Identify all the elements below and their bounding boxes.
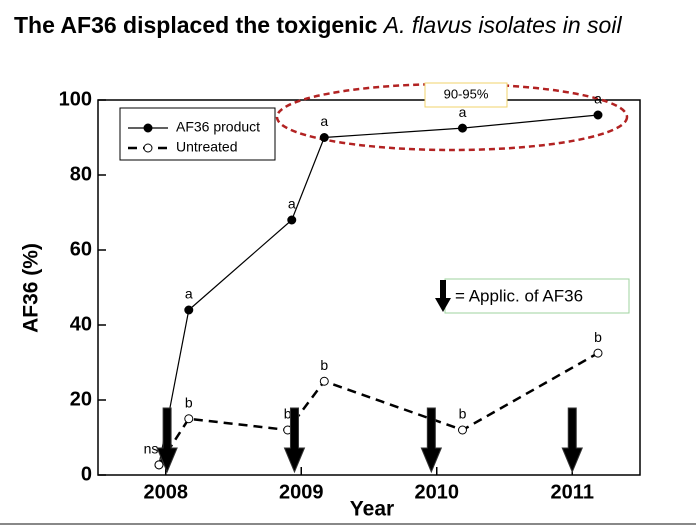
application-legend-arrow [435, 280, 451, 312]
series-line [158, 114, 599, 465]
title-part: The AF36 displaced the toxigenic [14, 12, 384, 38]
data-point [184, 305, 194, 315]
data-point [457, 123, 467, 133]
point-label: ns [144, 441, 159, 457]
data-point [457, 425, 467, 435]
highlight-ellipse [275, 82, 629, 152]
plot-frame [97, 99, 641, 476]
x-tick-label: 2008 [144, 481, 189, 503]
y-tick-label: 60 [70, 238, 92, 260]
application-legend-box [444, 278, 630, 314]
point-label: b [284, 406, 292, 422]
data-point [154, 460, 164, 470]
y-tick-label: 80 [70, 163, 92, 185]
point-label: a [288, 196, 296, 212]
y-tick-label: 100 [59, 88, 92, 110]
y-tick-label: 40 [70, 313, 92, 335]
data-point [319, 133, 329, 142]
highlight-label: 90-95% [444, 86, 489, 101]
point-label: a [320, 113, 328, 129]
data-point [593, 110, 603, 120]
legend-label: Untreated [176, 139, 237, 155]
chart-title: The AF36 displaced the toxigenic A. flav… [14, 12, 622, 38]
point-label: a [185, 286, 193, 302]
legend-label: AF36 product [176, 119, 260, 135]
y-axis-label: AF36 (%) [20, 243, 43, 333]
x-tick-label: 2011 [551, 481, 594, 503]
y-tick-label: 0 [81, 463, 92, 485]
application-arrow [561, 407, 583, 474]
point-label: b [185, 394, 193, 410]
point-label: b [459, 406, 467, 422]
x-tick-label: 2010 [415, 481, 460, 503]
application-arrow [420, 407, 443, 474]
legend [119, 107, 276, 161]
point-label: a [459, 104, 467, 120]
series-line [157, 352, 599, 466]
y-tick-label: 20 [70, 388, 92, 410]
x-axis-label: Year [350, 498, 394, 521]
x-tick-label: 2009 [279, 481, 324, 503]
data-point [593, 348, 603, 358]
point-label: b [320, 357, 328, 373]
legend-marker [143, 143, 153, 153]
application-arrow [283, 407, 306, 474]
point-label: b [594, 329, 602, 345]
data-point [287, 215, 297, 225]
application-legend-label: = Applic. of AF36 [455, 286, 583, 305]
point-label: a [594, 91, 602, 107]
data-point [184, 414, 194, 424]
application-arrow [156, 407, 178, 474]
data-point [319, 376, 329, 386]
legend-marker [143, 123, 153, 133]
highlight-box [424, 82, 508, 108]
title-part: A. flavus isolates in soil [382, 12, 623, 38]
